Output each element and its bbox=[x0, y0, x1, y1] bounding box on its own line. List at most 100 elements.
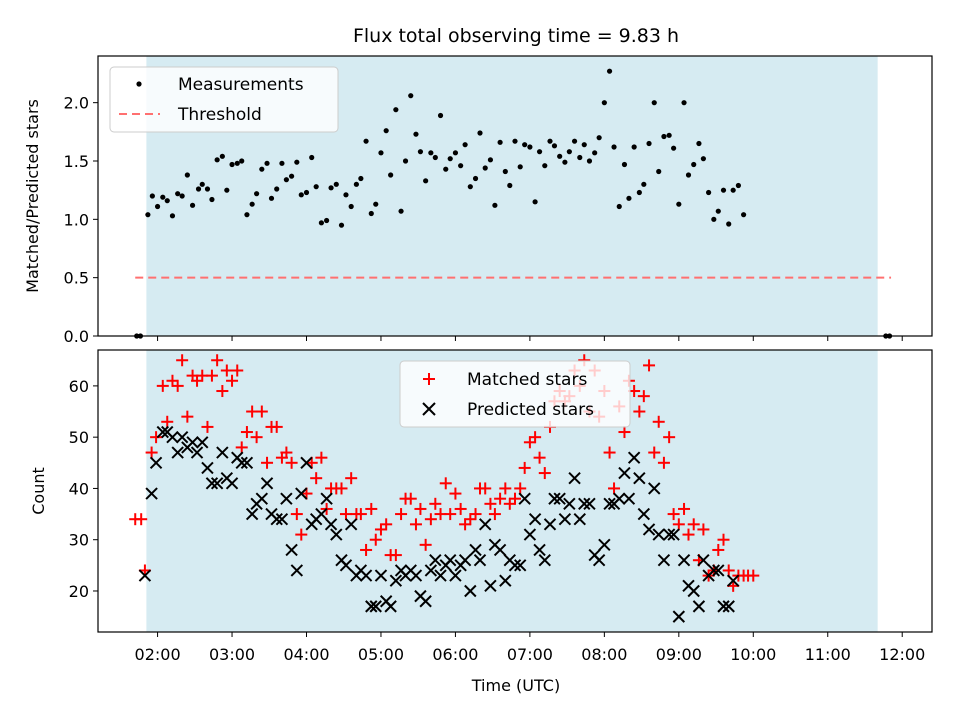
top-legend-box bbox=[109, 66, 339, 133]
matched-point bbox=[469, 508, 482, 521]
measurement-point bbox=[264, 160, 270, 166]
matched-point bbox=[503, 497, 516, 510]
x-axis-label: Time (UTC) bbox=[471, 676, 560, 695]
measurement-point bbox=[318, 220, 324, 226]
predicted-point bbox=[687, 584, 700, 598]
matched-point bbox=[150, 431, 163, 444]
matched-point bbox=[211, 354, 224, 367]
predicted-point bbox=[523, 528, 537, 541]
legend-measurements-label: Measurements bbox=[178, 75, 304, 95]
predicted-point bbox=[190, 446, 204, 459]
predicted-point bbox=[627, 451, 641, 464]
matched-point bbox=[171, 379, 184, 392]
matched-point bbox=[509, 492, 521, 505]
predicted-point bbox=[722, 600, 735, 613]
matched-point bbox=[722, 564, 735, 577]
matched-point bbox=[429, 497, 442, 510]
x-tick-label: 05:00 bbox=[358, 645, 404, 664]
measurement-point bbox=[145, 212, 151, 218]
matched-point bbox=[145, 446, 158, 459]
predicted-point bbox=[324, 518, 338, 531]
measurement-point bbox=[611, 144, 617, 150]
matched-point bbox=[374, 523, 387, 536]
matched-point bbox=[255, 405, 268, 418]
bottom-y-axis: 20 30 40 50 60 bbox=[69, 377, 98, 601]
predicted-point bbox=[473, 554, 487, 567]
matched-point bbox=[499, 482, 512, 495]
measurement-point bbox=[606, 68, 613, 74]
matched-point bbox=[533, 451, 546, 464]
measurement-point bbox=[477, 130, 483, 136]
measurement-point bbox=[195, 186, 202, 192]
measurement-point bbox=[512, 138, 518, 144]
predicted-point bbox=[369, 600, 382, 613]
predicted-point bbox=[240, 456, 254, 470]
matched-point bbox=[261, 456, 274, 469]
predicted-point bbox=[171, 446, 184, 459]
top-y-axis: 0.0 0.5 1.0 1.5 2.0 bbox=[64, 94, 98, 346]
predicted-point bbox=[499, 574, 512, 587]
predicted-point bbox=[563, 497, 576, 511]
measurement-point bbox=[437, 112, 444, 119]
measurement-point bbox=[175, 191, 181, 197]
matched-point bbox=[663, 431, 676, 444]
matched-point bbox=[712, 543, 725, 556]
measurement-point bbox=[656, 168, 662, 175]
measurement-points bbox=[134, 68, 893, 339]
measurement-point bbox=[408, 93, 414, 99]
predicted-point bbox=[667, 528, 680, 541]
matched-point bbox=[652, 415, 665, 428]
measurement-point bbox=[596, 135, 602, 141]
bottom-x-axis: 02:00 03:00 04:00 05:00 06:00 07:00 08:00 09:00… bbox=[135, 632, 925, 664]
predicted-point bbox=[469, 543, 482, 557]
measurement-point bbox=[467, 184, 473, 190]
measurement-point bbox=[254, 191, 260, 197]
measurement-point bbox=[631, 144, 637, 150]
measurement-point bbox=[691, 161, 697, 168]
predicted-point bbox=[225, 477, 239, 490]
measurement-point bbox=[666, 132, 672, 138]
predicted-point bbox=[365, 600, 378, 613]
matched-point bbox=[345, 472, 358, 485]
matched-point bbox=[404, 492, 417, 505]
matched-point bbox=[231, 364, 244, 377]
measurement-point bbox=[179, 193, 185, 199]
measurement-point bbox=[234, 160, 240, 166]
predicted-point bbox=[315, 507, 328, 521]
measurement-point bbox=[268, 195, 275, 201]
measurement-point bbox=[353, 181, 359, 187]
matched-point bbox=[295, 528, 308, 541]
predicted-point bbox=[618, 466, 631, 480]
bottom-legend: Matched stars Predicted stars bbox=[399, 360, 631, 428]
predicted-point bbox=[558, 512, 572, 526]
predicted-point bbox=[672, 610, 686, 623]
predicted-point bbox=[374, 569, 388, 582]
predicted-point bbox=[592, 554, 606, 567]
measurement-point bbox=[313, 184, 319, 190]
matched-point bbox=[240, 426, 253, 439]
matched-point bbox=[747, 569, 760, 582]
measurement-point bbox=[274, 186, 280, 192]
matched-point bbox=[191, 374, 204, 387]
predicted-point bbox=[255, 492, 269, 505]
measurement-point bbox=[417, 149, 424, 155]
x-tick-label: 03:00 bbox=[209, 645, 255, 664]
predicted-point bbox=[201, 461, 214, 475]
matched-point bbox=[414, 502, 427, 515]
measurement-point bbox=[482, 165, 488, 171]
predicted-point bbox=[409, 569, 423, 582]
predicted-point bbox=[145, 487, 158, 500]
measurement-point bbox=[532, 199, 538, 205]
measurement-point bbox=[249, 201, 255, 207]
measurement-point bbox=[294, 159, 300, 165]
bottom-y-tick-label: 20 bbox=[69, 582, 89, 601]
matched-point bbox=[290, 508, 303, 521]
predicted-point bbox=[548, 492, 561, 505]
predicted-point bbox=[642, 523, 656, 536]
measurement-point bbox=[219, 153, 225, 159]
measurement-point bbox=[239, 158, 245, 164]
bottom-plot-frame bbox=[97, 349, 933, 633]
top-y-tick-label: 1.0 bbox=[64, 210, 89, 229]
measurement-point bbox=[402, 158, 409, 164]
matched-point bbox=[339, 508, 352, 521]
